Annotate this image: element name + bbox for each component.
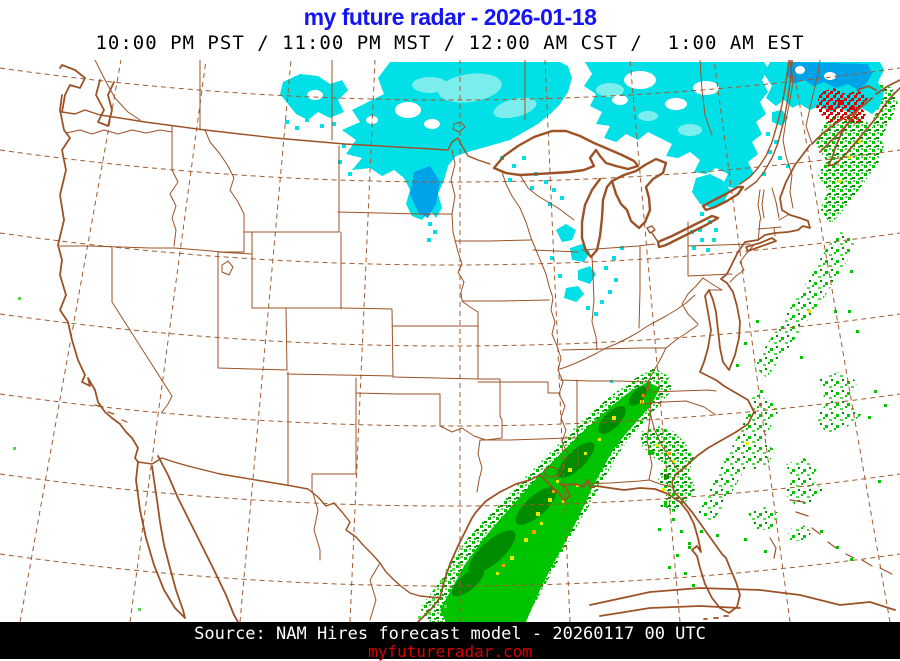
lake-pontchartrain <box>543 466 559 478</box>
channel-islands <box>94 404 128 423</box>
lake-st-clair <box>646 225 659 243</box>
snow-layer <box>280 62 884 383</box>
rain-florida-scatter <box>658 442 853 587</box>
parallel-line <box>0 313 900 347</box>
meridian-line <box>349 60 376 622</box>
page-title: my future radar - 2026-01-18 <box>303 4 597 30</box>
nova-scotia <box>827 79 900 167</box>
pacific-coast <box>57 64 139 463</box>
radar-map <box>0 60 900 622</box>
canada-border <box>61 109 491 165</box>
baja-california <box>135 461 186 619</box>
rain-georgia-cluster <box>640 426 696 512</box>
parallel-line <box>0 149 900 183</box>
rain-georgia-cells <box>648 444 675 491</box>
coastlines <box>57 64 900 622</box>
parallel-line <box>0 553 900 587</box>
parallel-line <box>0 473 900 507</box>
florida-keys <box>703 615 729 620</box>
rain-gulf-band-orange-cells <box>502 394 645 567</box>
gulf-atlantic-coast <box>439 144 811 614</box>
snow-ontario-quebec-blob <box>584 62 768 383</box>
cuba-coast <box>589 587 896 617</box>
meridian-line <box>544 60 571 622</box>
st-lawrence-river <box>739 60 793 191</box>
meridian-line <box>629 60 681 622</box>
header: my future radar - 2026-01-18 10:00 PM PS… <box>0 0 900 55</box>
mexico-mainland-coast <box>157 455 239 622</box>
long-island <box>745 237 777 252</box>
great-salt-lake <box>221 260 234 276</box>
rain-texas-scatter <box>418 568 455 619</box>
snow-heavy-tail <box>410 166 440 218</box>
source-line: Source: NAM Hires forecast model - 20260… <box>194 624 706 644</box>
mexico-border <box>137 457 441 599</box>
lake-of-the-woods <box>452 121 466 133</box>
rain-layer <box>13 82 898 622</box>
rain-west-dots <box>13 297 141 611</box>
graticule <box>0 60 900 622</box>
mississippi-river <box>501 171 569 481</box>
texas-mexico-gulf <box>417 597 441 622</box>
parallel-line <box>0 67 900 101</box>
radar-map-svg <box>0 60 900 622</box>
international-borders <box>61 60 793 599</box>
lake-huron <box>610 157 668 230</box>
valid-time-subtitle: 10:00 PM PST / 11:00 PM MST / 12:00 AM C… <box>95 32 805 54</box>
snow-montana-cluster <box>280 74 348 130</box>
parallel-line <box>0 393 900 427</box>
website-link[interactable]: myfutureradar.com <box>368 642 532 661</box>
lake-erie <box>656 214 720 249</box>
snow-northern-plains-blob <box>338 62 572 242</box>
freezing-rain-cluster <box>816 88 868 126</box>
meridian-line <box>713 60 791 622</box>
map-linework <box>57 60 900 622</box>
footer-bar: Source: NAM Hires forecast model - 20260… <box>0 622 900 661</box>
lake-ontario <box>701 185 745 212</box>
snow-lake-michigan <box>550 224 624 316</box>
rain-atlantic-bands <box>688 82 898 549</box>
meridian-line <box>129 60 207 622</box>
great-lakes <box>492 129 745 259</box>
meridian-line <box>19 60 122 622</box>
lake-superior <box>492 129 640 177</box>
state-boundaries <box>59 60 821 621</box>
bahamas <box>769 499 893 575</box>
meridian-line <box>239 60 292 622</box>
parallel-line <box>0 232 900 266</box>
lake-michigan <box>580 177 614 259</box>
